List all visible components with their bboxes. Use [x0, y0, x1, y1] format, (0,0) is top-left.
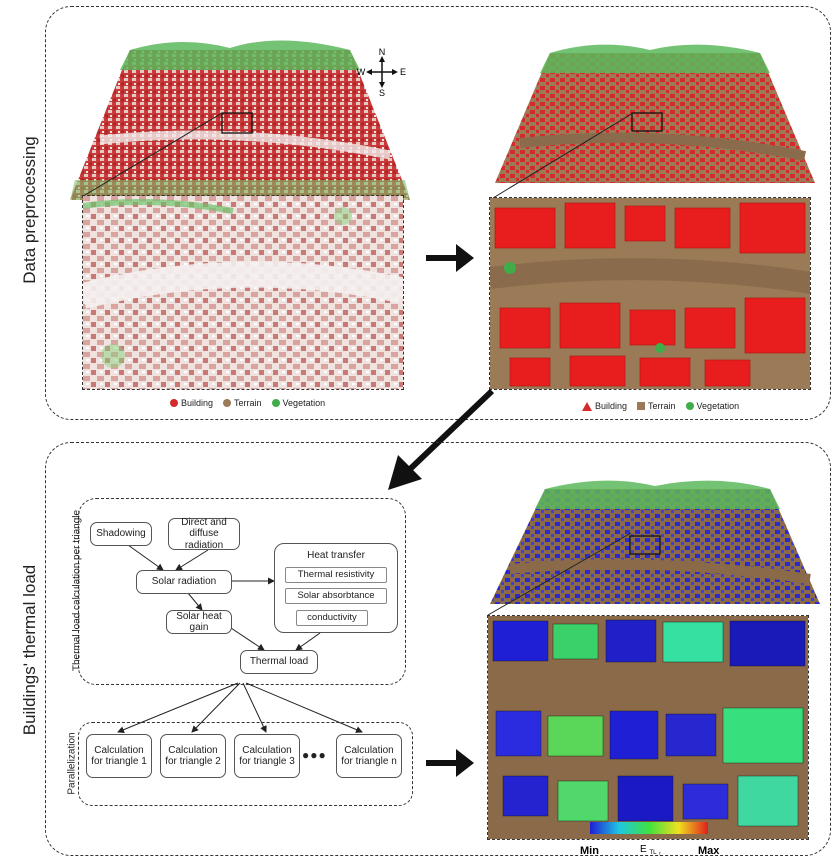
compass-south: S [379, 88, 385, 96]
calc-triangle-2-box: Calculation for triangle 2 [160, 734, 226, 778]
shadowing-box: Shadowing [90, 522, 152, 546]
legend-left-terrain: Terrain [223, 398, 262, 408]
arrow-preprocess-icon [426, 244, 474, 272]
compass-east: E [400, 67, 406, 77]
parallel-arrows [117, 682, 363, 733]
flowchart-group [78, 498, 406, 685]
legend-right-vegetation: Vegetation [685, 401, 739, 411]
legend-right: Building Terrain Vegetation [582, 401, 739, 411]
thermal-load-panel [45, 442, 831, 856]
thermal-overview [490, 480, 820, 604]
point-cloud-zoom [82, 195, 404, 390]
legend-left: Building Terrain Vegetation [170, 398, 325, 408]
solar-heat-gain-box: Solar heat gain [166, 610, 232, 634]
preprocessing-label: Data preprocessing [20, 136, 39, 284]
vegetation-dot-icon [271, 399, 280, 407]
compass-north: N [379, 48, 386, 57]
colorbar-min: Min [580, 845, 599, 857]
vegetation-dot-icon [685, 402, 694, 410]
solar-radiation-box: Solar radiation [136, 570, 232, 594]
solar-absorbtance-box: Solar absorbtance [285, 588, 387, 604]
thermal-load-box: Thermal load [240, 650, 318, 674]
parallelization-group [78, 722, 413, 806]
direct-diffuse-radiation-box: Direct and diffuse radiation [168, 517, 240, 551]
colorbar-max: Max [698, 845, 720, 857]
compass-west: W [357, 67, 366, 77]
terrain-dot-icon [223, 399, 232, 407]
classified-zoom [489, 197, 811, 390]
classified-overview [495, 44, 815, 183]
arrow-to-thermal-icon [388, 388, 495, 490]
arrow-result-icon [426, 749, 474, 777]
flowchart-arrows [127, 544, 321, 651]
ellipsis-dots: ●●● [302, 748, 327, 762]
zoom-lines-right [492, 112, 634, 199]
parallelization-label: Parallelization [66, 732, 78, 795]
preprocessing-panel [45, 6, 831, 420]
compass-icon: N S W E [357, 48, 406, 96]
terrain-square-icon [637, 402, 646, 410]
colorbar-symbol-e: E [640, 844, 647, 855]
thermal-zoom [487, 615, 809, 840]
legend-right-building: Building [582, 401, 627, 411]
calc-triangle-1-box: Calculation for triangle 1 [86, 734, 152, 778]
zoom-lines-thermal [487, 532, 632, 616]
zoom-lines-left [84, 112, 223, 196]
colorbar-symbol-subsub: t [659, 852, 661, 858]
colorbar-symbol-sub: TL [649, 850, 657, 856]
colorbar-gradient [590, 822, 708, 834]
calc-triangle-n-box: Calculation for triangle n [336, 734, 402, 778]
conductivity-box: conductivity [296, 610, 368, 626]
legend-right-terrain: Terrain [637, 401, 676, 411]
heat-transfer-title: Heat transfer [307, 550, 365, 561]
colorbar-symbol: E TL t [640, 844, 661, 858]
building-triangle-icon [582, 401, 592, 411]
thermal-load-label: Buildings' thermal load [20, 564, 39, 736]
building-dot-icon [170, 399, 178, 407]
legend-left-building: Building [170, 398, 213, 408]
thermal-resistivity-box: Thermal resistivity [285, 567, 387, 583]
colorbar: Min Max E TL t [580, 822, 720, 858]
calc-triangle-3-box: Calculation for triangle 3 [234, 734, 300, 778]
legend-left-vegetation: Vegetation [271, 398, 325, 408]
